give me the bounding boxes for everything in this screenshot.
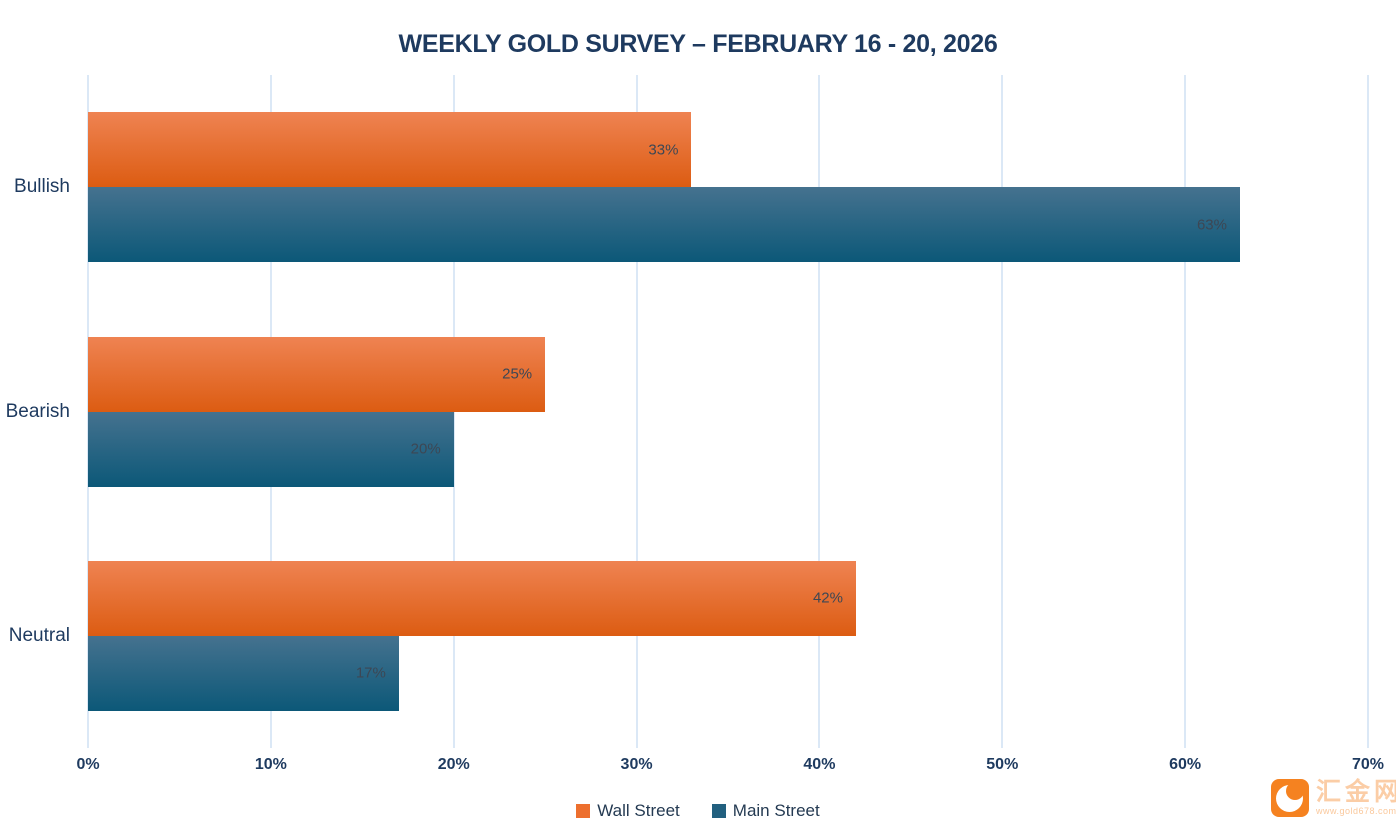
bar-wall-street-neutral: 42% [88, 560, 856, 636]
x-tick-label: 20% [437, 756, 470, 773]
watermark-site-url: www.gold678.com [1316, 806, 1396, 816]
legend-label: Main Street [732, 801, 820, 820]
gridline [818, 75, 821, 748]
watermark: 汇金网 www.gold678.com [1271, 779, 1396, 817]
x-axis: 0% 10% 20% 30% 40% 50% 60% 70% [76, 756, 1384, 778]
bar-value-label: 42% [812, 589, 843, 607]
bar-value-label: 17% [355, 664, 386, 682]
bar-main-street-bullish: 63% [88, 187, 1240, 263]
bar-main-street-bearish: 20% [88, 411, 454, 487]
gridline [635, 75, 638, 748]
bar-wall-street-bearish: 25% [88, 336, 546, 412]
bar-value-label: 25% [502, 365, 533, 383]
gridline [452, 75, 455, 748]
plot-area: 33% 63% 25% 20% 42% 17% [87, 75, 1369, 748]
bar-wall-street-bullish: 33% [88, 112, 692, 188]
bar-value-label: 20% [410, 440, 441, 458]
x-tick-label: 10% [254, 756, 287, 773]
y-axis-category-labels: Bullish Bearish Neutral [0, 75, 70, 748]
legend-item-main-street: Main Street [711, 801, 820, 821]
watermark-site-name: 汇金网 [1316, 778, 1396, 806]
gridline [1184, 75, 1187, 748]
watermark-text: 汇金网 www.gold678.com [1316, 778, 1396, 817]
category-label-bullish: Bullish [14, 176, 70, 198]
x-tick-label: 60% [1169, 756, 1202, 773]
x-tick-label: 40% [803, 756, 836, 773]
huijin-logo-icon [1271, 779, 1309, 817]
x-tick-label: 30% [620, 756, 653, 773]
legend: Wall Street Main Street [0, 801, 1396, 821]
x-tick-label: 50% [986, 756, 1019, 773]
legend-label: Wall Street [597, 801, 680, 820]
bar-value-label: 63% [1196, 216, 1227, 234]
legend-item-wall-street: Wall Street [576, 801, 680, 821]
category-label-neutral: Neutral [8, 624, 70, 646]
gridline [1001, 75, 1004, 748]
bar-value-label: 33% [648, 141, 679, 159]
x-tick-label: 70% [1351, 756, 1385, 773]
legend-swatch-icon [711, 804, 726, 818]
x-tick-label: 0% [76, 756, 100, 773]
gridline [1367, 75, 1369, 748]
chart-title: WEEKLY GOLD SURVEY – FEBRUARY 16 - 20, 2… [398, 30, 998, 58]
legend-swatch-icon [576, 804, 591, 818]
category-label-bearish: Bearish [5, 400, 70, 422]
bar-main-street-neutral: 17% [88, 635, 399, 711]
